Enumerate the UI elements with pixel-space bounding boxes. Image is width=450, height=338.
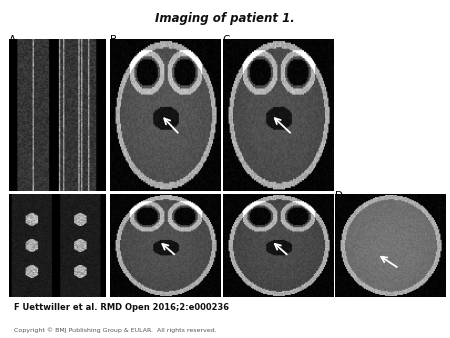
- Text: Open: Open: [397, 318, 428, 328]
- Text: A: A: [9, 35, 16, 46]
- Text: F Uettwiller et al. RMD Open 2016;2:e000236: F Uettwiller et al. RMD Open 2016;2:e000…: [14, 303, 229, 312]
- Text: Imaging of patient 1.: Imaging of patient 1.: [155, 12, 295, 25]
- Text: C: C: [223, 35, 230, 46]
- Text: Copyright © BMJ Publishing Group & EULAR.  All rights reserved.: Copyright © BMJ Publishing Group & EULAR…: [14, 327, 216, 333]
- Text: B: B: [110, 35, 117, 46]
- Text: RMD: RMD: [400, 306, 427, 315]
- Text: D: D: [335, 191, 343, 201]
